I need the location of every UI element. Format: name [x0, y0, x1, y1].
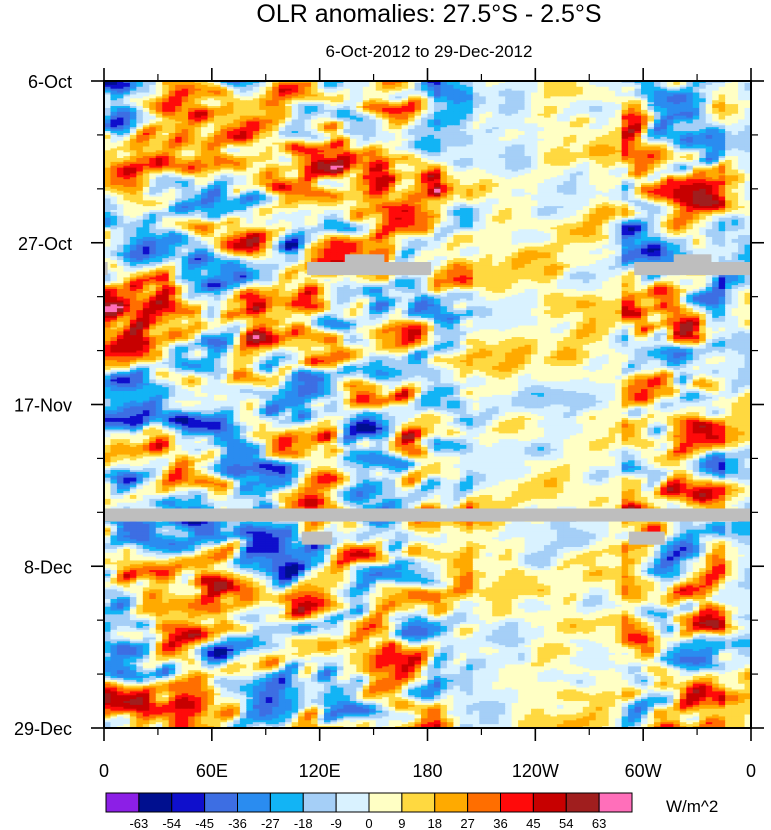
- olr-anomaly-field: [104, 81, 752, 729]
- olr-hovmoller-chart: OLR anomalies: 27.5°S - 2.5°S 6-Oct-2012…: [0, 0, 771, 830]
- chart-subtitle: 6-Oct-2012 to 29-Dec-2012: [326, 42, 533, 61]
- chart-title: OLR anomalies: 27.5°S - 2.5°S: [256, 0, 601, 28]
